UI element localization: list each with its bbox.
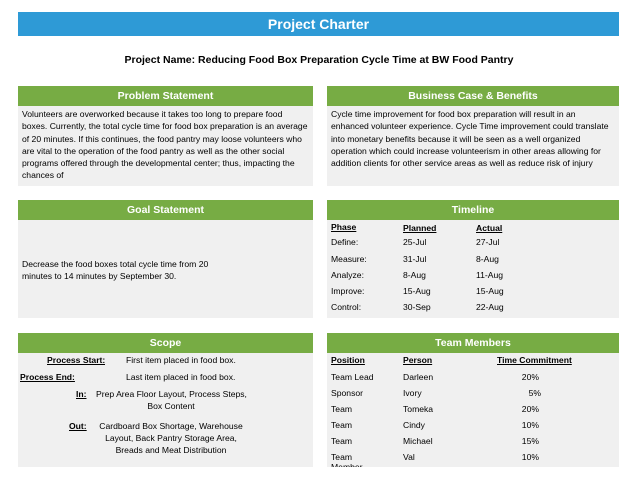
scope-end-label: Process End:	[20, 372, 75, 382]
problem-statement-panel: Problem Statement Volunteers are overwor…	[18, 86, 313, 186]
team-position: Team Member	[331, 436, 363, 447]
team-position: Team Member	[331, 420, 363, 431]
timeline-planned: 15-Aug	[403, 286, 431, 296]
timeline-planned: 31-Jul	[403, 254, 427, 264]
scope-in-value: Prep Area Floor Layout, Process Steps,	[96, 389, 247, 399]
team-person: Cindy	[403, 420, 425, 430]
team-person: Michael	[403, 436, 433, 446]
timeline-actual: 11-Aug	[476, 270, 504, 280]
team-col-position: Position	[331, 355, 365, 365]
team-col-person: Person	[403, 355, 433, 365]
problem-statement-text: Volunteers are overworked because it tak…	[22, 109, 308, 181]
team-position: Team Lead	[331, 372, 374, 382]
scope-header: Scope	[18, 333, 313, 353]
business-case-text: Cycle time improvement for food box prep…	[331, 109, 609, 169]
scope-out-value: Breads and Meat Distribution	[115, 445, 227, 455]
charter-title: Project Charter	[18, 12, 619, 36]
timeline-planned: 8-Aug	[403, 270, 426, 280]
timeline-phase: Analyze:	[331, 270, 364, 280]
scope-out-value: Cardboard Box Shortage, Warehouse	[99, 421, 243, 431]
problem-statement-header: Problem Statement	[18, 86, 313, 106]
scope-end-value: Last item placed in food box.	[126, 372, 236, 382]
scope-panel: Scope Process Start: First item placed i…	[18, 333, 313, 467]
timeline-planned: 25-Jul	[403, 237, 427, 247]
scope-start-label: Process Start:	[47, 355, 106, 365]
team-members-panel: Team Members Position Person Time Commit…	[327, 333, 619, 467]
goal-statement-header: Goal Statement	[18, 200, 313, 220]
team-person: Ivory	[403, 388, 422, 398]
scope-start-value: First item placed in food box.	[126, 355, 236, 365]
timeline-actual: 27-Jul	[476, 237, 500, 247]
timeline-actual: 8-Aug	[476, 254, 499, 264]
team-time: 10%	[521, 452, 539, 462]
team-position: Team Member	[331, 452, 363, 467]
team-time: 20%	[521, 404, 539, 414]
team-position: Sponsor	[331, 388, 364, 398]
team-person: Tomeka	[403, 404, 434, 414]
timeline-header: Timeline	[327, 200, 619, 220]
team-time: 20%	[521, 372, 539, 382]
timeline-phase: Improve:	[331, 286, 365, 296]
goal-statement-text: Decrease the food boxes total cycle time…	[22, 259, 209, 282]
business-case-header: Business Case & Benefits	[327, 86, 619, 106]
team-position: Team Member	[331, 404, 363, 415]
timeline-phase: Define:	[331, 237, 359, 247]
timeline-actual: 22-Aug	[476, 302, 504, 312]
team-person: Darleen	[403, 372, 434, 382]
team-time: 10%	[521, 420, 539, 430]
scope-out-label: Out:	[69, 421, 87, 431]
team-time: 5%	[528, 388, 541, 398]
team-col-time: Time Commitment	[497, 355, 572, 365]
scope-in-value: Box Content	[147, 401, 195, 411]
team-person: Val	[403, 452, 415, 462]
scope-out-value: Layout, Back Pantry Storage Area,	[105, 433, 237, 443]
timeline-col-planned: Planned	[403, 223, 437, 233]
timeline-panel: Timeline Phase Planned Actual Define: 25…	[327, 200, 619, 318]
project-name: Project Name: Reducing Food Box Preparat…	[124, 54, 514, 66]
business-case-panel: Business Case & Benefits Cycle time impr…	[327, 86, 619, 186]
team-members-header: Team Members	[327, 333, 619, 353]
scope-in-label: In:	[76, 389, 87, 399]
timeline-phase: Control:	[331, 302, 362, 312]
timeline-planned: 30-Sep	[403, 302, 431, 312]
timeline-phase: Measure:	[331, 254, 367, 264]
timeline-col-phase: Phase	[331, 222, 357, 232]
team-time: 15%	[521, 436, 539, 446]
timeline-col-actual: Actual	[476, 223, 503, 233]
timeline-actual: 15-Aug	[476, 286, 504, 296]
goal-statement-panel: Goal Statement Decrease the food boxes t…	[18, 200, 313, 318]
